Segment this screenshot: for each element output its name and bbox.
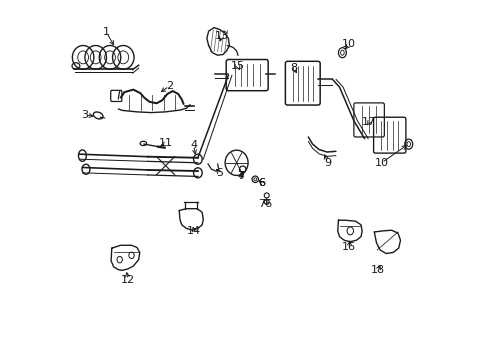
Text: 15: 15 (230, 61, 244, 71)
Text: 10: 10 (342, 40, 355, 49)
Text: 1: 1 (103, 27, 110, 37)
Text: 10: 10 (374, 158, 387, 168)
Text: 12: 12 (121, 275, 135, 285)
Text: 6: 6 (258, 178, 264, 188)
Text: 9: 9 (324, 158, 330, 168)
Text: 8: 8 (290, 63, 297, 73)
Text: 16: 16 (342, 242, 355, 252)
Text: 3: 3 (81, 110, 88, 120)
Text: 5: 5 (216, 168, 223, 178)
Text: 18: 18 (370, 265, 384, 275)
Text: 4: 4 (190, 140, 197, 150)
Text: 6: 6 (258, 178, 264, 188)
Text: 14: 14 (187, 226, 201, 236)
Text: 2: 2 (165, 81, 172, 91)
Text: 17: 17 (362, 117, 376, 127)
Text: 7: 7 (238, 171, 244, 181)
Text: 7: 7 (237, 171, 244, 181)
Text: 13: 13 (214, 31, 228, 41)
Text: 76: 76 (258, 199, 272, 210)
Text: 11: 11 (159, 139, 173, 148)
